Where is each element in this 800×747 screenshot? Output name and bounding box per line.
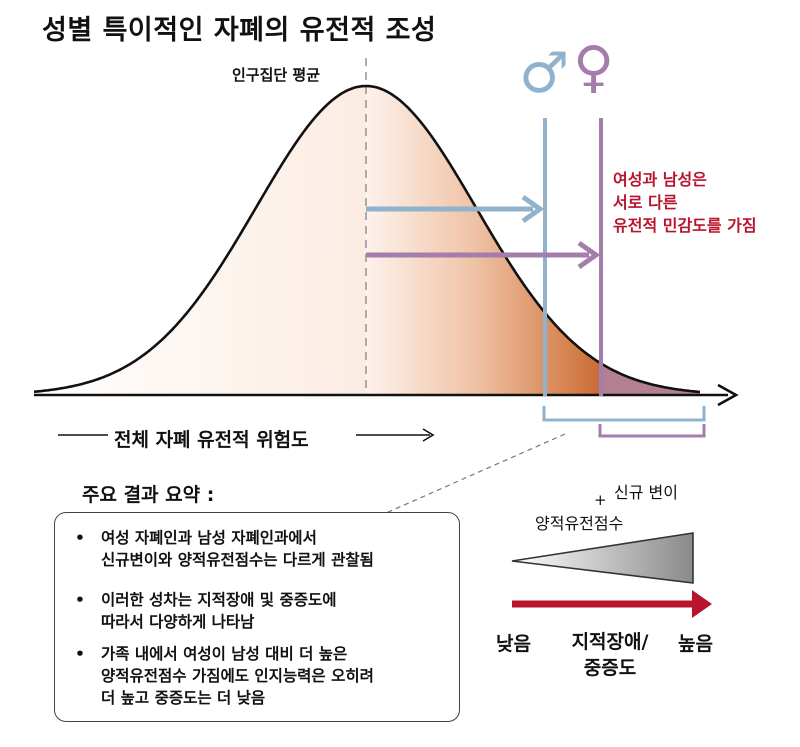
sex-difference-callout: 여성과 남성은 서로 다른 유전적 민감도를 가짐 xyxy=(613,168,757,237)
curve-fill-right xyxy=(366,86,601,395)
bullet-line: 가족 내에서 여성이 남성 대비 더 높은 xyxy=(101,645,348,663)
axis-label-arrowhead xyxy=(422,428,435,442)
severity-arrowhead xyxy=(692,590,712,618)
figure-title: 성별 특이적인 자폐의 유전적 조성 xyxy=(42,15,437,46)
summary-box: • 여성 자폐인과 남성 자폐인과에서 신규변이와 양적유전점수는 다르게 관찰… xyxy=(54,512,460,722)
male-bracket xyxy=(542,406,706,422)
severity-label-line: 중증도 xyxy=(583,657,637,679)
bullet-line: 따라서 다양하게 나타남 xyxy=(101,613,255,631)
bullet-line: 더 높고 중증도는 더 낮음 xyxy=(101,689,266,707)
bullet-marker: • xyxy=(75,529,85,547)
callout-line: 유전적 민감도를 가짐 xyxy=(613,216,757,235)
curve-fill-female-tail xyxy=(601,363,700,395)
summary-connector xyxy=(385,433,566,514)
x-axis-arrowhead xyxy=(717,383,739,407)
bell-curve xyxy=(33,84,701,394)
population-mean-label: 인구집단 평균 xyxy=(232,66,321,84)
bullet-line: 여성 자폐인과 남성 자폐인과에서 xyxy=(101,529,317,547)
bullet-line: 신규변이와 양적유전점수는 다르게 관찰됨 xyxy=(101,551,374,569)
variant-gradient-wedge xyxy=(511,532,694,584)
severity-label-line: 지적장애/ xyxy=(571,631,649,653)
x-axis-label: 전체 자폐 유전적 위험도 xyxy=(114,429,309,451)
denovo-variant-label: 신규 변이 xyxy=(614,483,678,502)
male-shift-arrowhead xyxy=(521,194,545,224)
low-label: 낮음 xyxy=(496,633,531,655)
bullet-line: 이러한 성차는 지적장애 및 중증도에 xyxy=(101,591,337,609)
bullet-marker: • xyxy=(75,591,85,609)
female-shift-arrowhead xyxy=(577,240,601,270)
male-symbol-icon: ♂ xyxy=(519,41,570,106)
female-symbol-icon: ♀ xyxy=(573,35,615,100)
severity-label: 지적장애/ 중증도 xyxy=(560,629,660,681)
curve-fill-left xyxy=(34,86,366,395)
callout-line: 여성과 남성은 xyxy=(613,170,707,189)
plus-sign: + xyxy=(594,491,607,509)
bullet-line: 양적유전점수 가짐에도 인지능력은 오히려 xyxy=(101,667,374,685)
high-label: 높음 xyxy=(678,633,713,655)
bullet-marker: • xyxy=(75,645,85,663)
polygenic-score-label: 양적유전점수 xyxy=(535,514,624,533)
summary-title: 주요 결과 요약 : xyxy=(82,484,215,506)
female-bracket xyxy=(598,424,706,438)
callout-line: 서로 다른 xyxy=(613,193,678,212)
